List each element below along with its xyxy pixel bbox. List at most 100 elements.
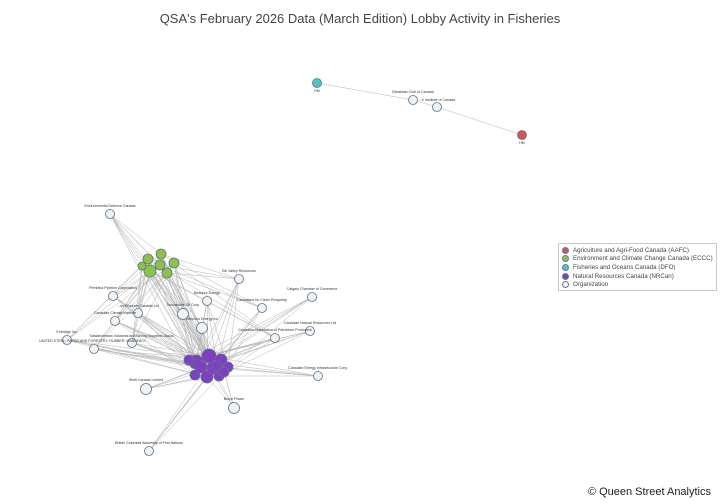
edge	[223, 307, 263, 373]
dfo-label: HM	[314, 89, 320, 93]
edge	[173, 262, 276, 339]
forest-label: ...ss Products Canada Ltd	[117, 304, 158, 308]
bcc-node[interactable]	[408, 95, 418, 105]
legend-item-organization[interactable]: Organization	[562, 280, 716, 289]
edge	[316, 82, 414, 101]
label-layer: HM Breakfast Club of Canada ...e Institute…	[39, 89, 525, 445]
enbridge-node[interactable]	[62, 335, 72, 345]
capp-node[interactable]	[270, 333, 280, 343]
bcafn-label: British Columbia Assembly of First Natio…	[115, 441, 183, 445]
inst-node[interactable]	[432, 102, 442, 112]
enbridge_gas-node[interactable]	[202, 296, 212, 306]
sima-node[interactable]	[127, 338, 137, 348]
aafc-label: HM	[519, 141, 525, 145]
forest-node[interactable]	[133, 308, 143, 318]
calgary-node[interactable]	[307, 292, 317, 302]
legend-item-dfo[interactable]: Fisheries and Oceans Canada (DFO)	[562, 263, 716, 272]
aafc-node[interactable]	[517, 130, 527, 140]
touchstone-node[interactable]	[177, 308, 189, 320]
legend-item-nrcan[interactable]: Natural Resources Canada (NRCan)	[562, 272, 716, 281]
legend-label: Fisheries and Oceans Canada (DFO)	[573, 263, 676, 271]
edge	[112, 295, 190, 361]
eccc-node[interactable]	[142, 253, 154, 265]
edge	[93, 272, 168, 350]
nrcan-node[interactable]	[218, 366, 230, 378]
nrcan-node[interactable]	[189, 369, 201, 381]
cepa-label: Canadian Energy Infrastructure Corp.	[288, 366, 348, 370]
dfo-node[interactable]	[312, 78, 322, 88]
nrcan-node[interactable]	[211, 360, 223, 372]
eccc-node[interactable]	[137, 261, 147, 271]
edge	[223, 371, 235, 409]
pembina-label: Pembina Pipeline Corporation	[89, 286, 137, 290]
edge	[114, 320, 196, 376]
inst-label: ...e Institute of Canada	[419, 98, 455, 102]
edge	[131, 342, 210, 357]
elk-node[interactable]	[234, 274, 244, 284]
sima-label: Saskatchewan Industrial and Mining Suppl…	[89, 334, 174, 338]
cnrl-label: Canadian Natural Resources Ltd	[284, 321, 336, 325]
clean-label: Canadians for Clean Prosperity	[237, 298, 287, 302]
credit-text: © Queen Street Analytics	[587, 486, 711, 498]
edge	[93, 348, 208, 378]
edge	[109, 213, 197, 363]
edge	[93, 264, 161, 350]
edge	[109, 213, 162, 255]
steel-label: UNITED STEEL, PAPER AND FORESTRY, RUBBER…	[39, 339, 148, 343]
shell-label: Shell Canada Limited	[129, 378, 163, 382]
pembina-node[interactable]	[108, 291, 118, 301]
bcafn-node[interactable]	[144, 446, 154, 456]
edge	[227, 278, 240, 368]
edge	[137, 312, 197, 363]
edge	[218, 296, 313, 377]
cenovus-node[interactable]	[196, 322, 208, 334]
edge	[148, 367, 214, 452]
eccc-node[interactable]	[143, 264, 157, 278]
legend-marker-icon	[562, 272, 569, 280]
enbridge_gas-label: Beaupré Energy	[194, 291, 220, 295]
edge	[149, 270, 184, 315]
edge	[148, 371, 225, 452]
nrcan-node[interactable]	[194, 360, 208, 374]
bruce-node[interactable]	[228, 402, 240, 414]
steel-node[interactable]	[89, 344, 99, 354]
edge	[66, 265, 143, 341]
nrcan-node[interactable]	[201, 348, 217, 364]
eccc-node[interactable]	[168, 257, 180, 269]
legend-label: Agriculture and Agri-Food Canada (AAFC)	[573, 246, 689, 254]
nrcan-node[interactable]	[183, 354, 195, 366]
eccc-node[interactable]	[154, 259, 166, 271]
chart-title: QSA's February 2026 Data (March Edition)…	[159, 11, 561, 26]
eccc-node[interactable]	[161, 267, 173, 279]
legend-label: Organization	[573, 281, 609, 289]
legend-item-eccc[interactable]: Environment and Climate Change Canada (E…	[562, 255, 716, 264]
cci-node[interactable]	[110, 316, 120, 326]
touchstone-label: Touchstone Oil Corp.	[166, 303, 200, 307]
clean-node[interactable]	[257, 303, 267, 313]
enbridge-label: Enbridge Inc.	[56, 330, 77, 334]
edge	[137, 312, 196, 376]
shell-node[interactable]	[140, 383, 152, 395]
legend: Agriculture and Agri-Food Canada (AAFC) E…	[558, 243, 717, 291]
capp-label: Canadian Association of Petroleum Produc…	[238, 328, 312, 332]
node-layer	[62, 78, 527, 456]
edge	[166, 272, 240, 280]
legend-marker-icon	[562, 255, 569, 263]
edge	[436, 106, 523, 136]
edge	[166, 272, 263, 309]
legend-marker-icon	[562, 281, 569, 289]
cnrl-node[interactable]	[305, 326, 315, 336]
eccc-node[interactable]	[155, 248, 167, 260]
cepa-node[interactable]	[313, 371, 323, 381]
legend-label: Environment and Climate Change Canada (E…	[573, 255, 713, 263]
edge	[112, 295, 202, 368]
calgary-label: Calgary Chamber of Commerce	[287, 287, 338, 291]
legend-label: Natural Resources Canada (NRCan)	[573, 272, 674, 280]
nrcan-node[interactable]	[200, 370, 214, 384]
edc-node[interactable]	[105, 209, 115, 219]
legend-item-aafc[interactable]: Agriculture and Agri-Food Canada (AAFC)	[562, 246, 716, 255]
edge	[141, 265, 197, 363]
bruce-label: Bruce Power	[224, 397, 245, 401]
edge	[149, 270, 197, 363]
